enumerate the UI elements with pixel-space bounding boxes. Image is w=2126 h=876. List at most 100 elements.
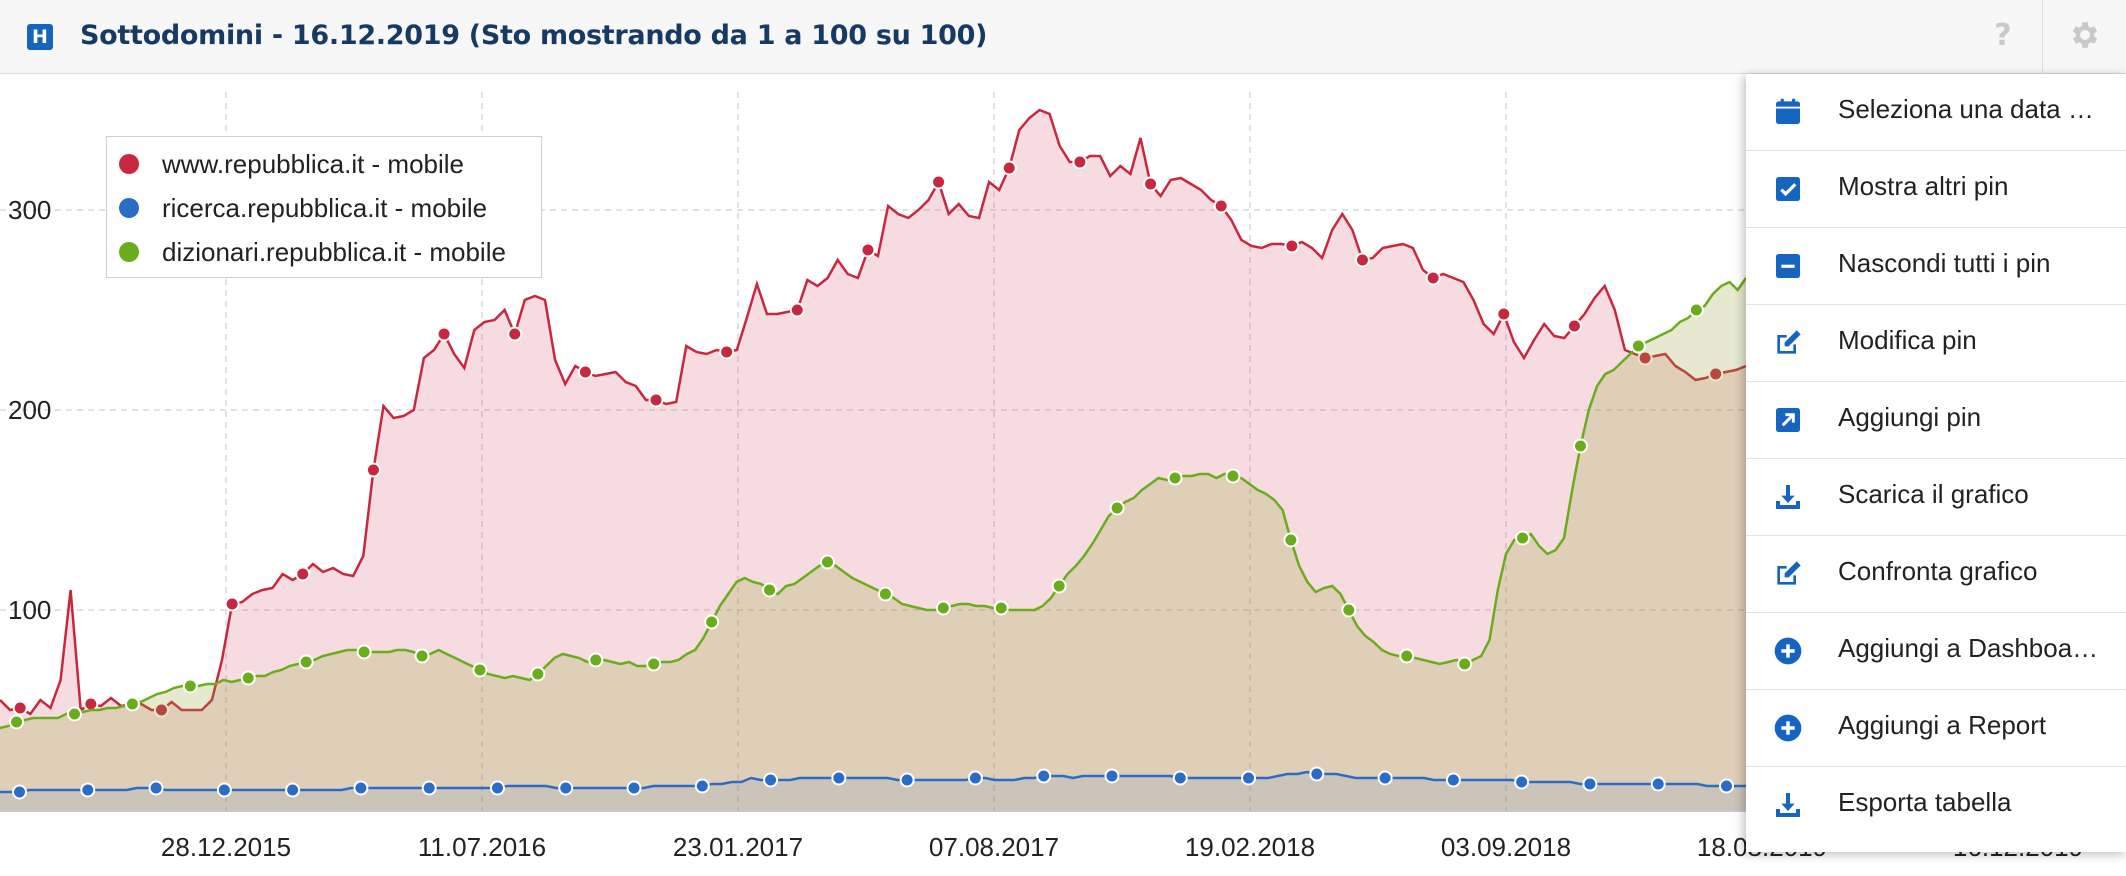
y-tick-label: 100 (8, 595, 51, 625)
data-point (1630, 338, 1646, 354)
data-point (860, 242, 876, 258)
data-point (216, 782, 232, 798)
help-icon[interactable]: ? (1994, 18, 2012, 53)
data-point (1637, 350, 1653, 366)
data-point (489, 780, 505, 796)
data-point (577, 364, 593, 380)
data-point (1354, 252, 1370, 268)
chart-options-menu: Seleziona una data … Mostra altri pin Na… (1746, 74, 2126, 852)
series-line (0, 277, 1748, 730)
menu-label: Confronta grafico (1838, 556, 2038, 586)
menu-label: Aggiungi a Dashboa… (1838, 633, 2099, 663)
menu-item-select-date[interactable]: Seleziona una data … (1746, 74, 2126, 151)
data-point (356, 644, 372, 660)
data-point (1143, 176, 1159, 192)
data-point (83, 696, 99, 712)
data-point (819, 554, 835, 570)
menu-item-hide-pins[interactable]: Nascondi tutti i pin (1746, 228, 2126, 305)
data-point (935, 600, 951, 616)
legend-item-dizionari[interactable]: dizionari.repubblica.it - mobile (119, 232, 506, 272)
header-divider (2042, 0, 2043, 74)
data-point (704, 614, 720, 630)
data-point (12, 784, 28, 800)
data-point (472, 662, 488, 678)
download-icon (1776, 793, 1800, 817)
menu-label: Aggiungi a Report (1838, 710, 2047, 740)
data-point (80, 782, 96, 798)
data-point (967, 770, 983, 786)
menu-item-compare-chart[interactable]: Confronta grafico (1746, 536, 2126, 613)
data-point (1445, 772, 1461, 788)
x-tick-label: 23.01.2017 (673, 832, 803, 862)
data-point (298, 654, 314, 670)
legend-label-www: www.repubblica.it - mobile (162, 148, 465, 179)
data-point (182, 678, 198, 694)
x-tick-label: 28.12.2015 (161, 832, 291, 862)
menu-label: Mostra altri pin (1838, 171, 2009, 201)
data-point (153, 702, 169, 718)
data-point (931, 174, 947, 190)
menu-label: Seleziona una data … (1838, 94, 2094, 124)
data-point (285, 782, 301, 798)
menu-item-add-report[interactable]: Aggiungi a Report (1746, 690, 2126, 767)
data-point (240, 670, 256, 686)
data-point (1241, 770, 1257, 786)
y-tick-label: 200 (8, 395, 51, 425)
x-tick-label: 11.07.2016 (418, 832, 546, 862)
menu-item-add-pin[interactable]: Aggiungi pin (1746, 382, 2126, 459)
gear-icon[interactable] (2068, 18, 2102, 52)
data-point (421, 780, 437, 796)
data-point (762, 582, 778, 598)
data-point (1425, 270, 1441, 286)
menu-item-export-table[interactable]: Esporta tabella (1746, 767, 2126, 844)
menu-item-show-pins[interactable]: Mostra altri pin (1746, 151, 2126, 228)
menu-item-download-chart[interactable]: Scarica il grafico (1746, 459, 2126, 536)
data-point (1284, 238, 1300, 254)
data-point (1708, 366, 1724, 382)
data-point (1457, 656, 1473, 672)
data-point (1377, 770, 1393, 786)
data-point (1072, 154, 1088, 170)
arrow-up-right-icon (1776, 408, 1800, 432)
series-area (0, 110, 1746, 810)
x-tick-label: 19.02.2018 (1185, 832, 1315, 862)
data-point (295, 566, 311, 582)
data-point (1514, 774, 1530, 790)
plus-circle-icon (1774, 637, 1802, 665)
series-area (0, 278, 1746, 810)
data-point (648, 392, 664, 408)
data-point (1167, 470, 1183, 486)
menu-item-add-dashboard[interactable]: Aggiungi a Dashboa… (1746, 613, 2126, 690)
data-point (148, 780, 164, 796)
chart-legend: www.repubblica.it - mobile ricerca.repub… (106, 136, 542, 278)
menu-item-edit-pin[interactable]: Modifica pin (1746, 305, 2126, 382)
data-point (1688, 302, 1704, 318)
data-point (1104, 768, 1120, 784)
data-point (66, 706, 82, 722)
y-tick-label: 300 (8, 195, 51, 225)
data-point (124, 696, 140, 712)
legend-label-ricerca: ricerca.repubblica.it - mobile (162, 192, 488, 223)
plus-circle-icon (1774, 714, 1802, 742)
data-point (507, 326, 523, 342)
data-point (1001, 160, 1017, 176)
subdomains-area-chart: 100 200 300 28.12.2015 11.07.2016 23.01.2017 0… (0, 92, 2083, 862)
data-point (1051, 578, 1067, 594)
checkbox-minus-icon (1776, 254, 1800, 278)
x-axis-line (0, 810, 1746, 812)
legend-marker-ricerca (119, 198, 139, 218)
legend-item-ricerca[interactable]: ricerca.repubblica.it - mobile (119, 188, 487, 228)
data-point (1341, 602, 1357, 618)
legend-marker-www (119, 154, 139, 174)
legend-marker-dizionari (119, 242, 139, 262)
card-title: Sottodomini - 16.12.2019 (Sto mostrando … (80, 20, 988, 51)
card-header: H Sottodomini - 16.12.2019 (Sto mostrand… (0, 0, 2126, 74)
series-area (0, 772, 1746, 810)
data-point (993, 600, 1009, 616)
data-point (1496, 306, 1512, 322)
legend-item-www[interactable]: www.repubblica.it - mobile (119, 144, 464, 184)
x-tick-label: 03.09.2018 (1441, 832, 1571, 862)
edit-icon (1777, 330, 1801, 354)
x-tick-label: 07.08.2017 (929, 832, 1059, 862)
data-point (224, 596, 240, 612)
